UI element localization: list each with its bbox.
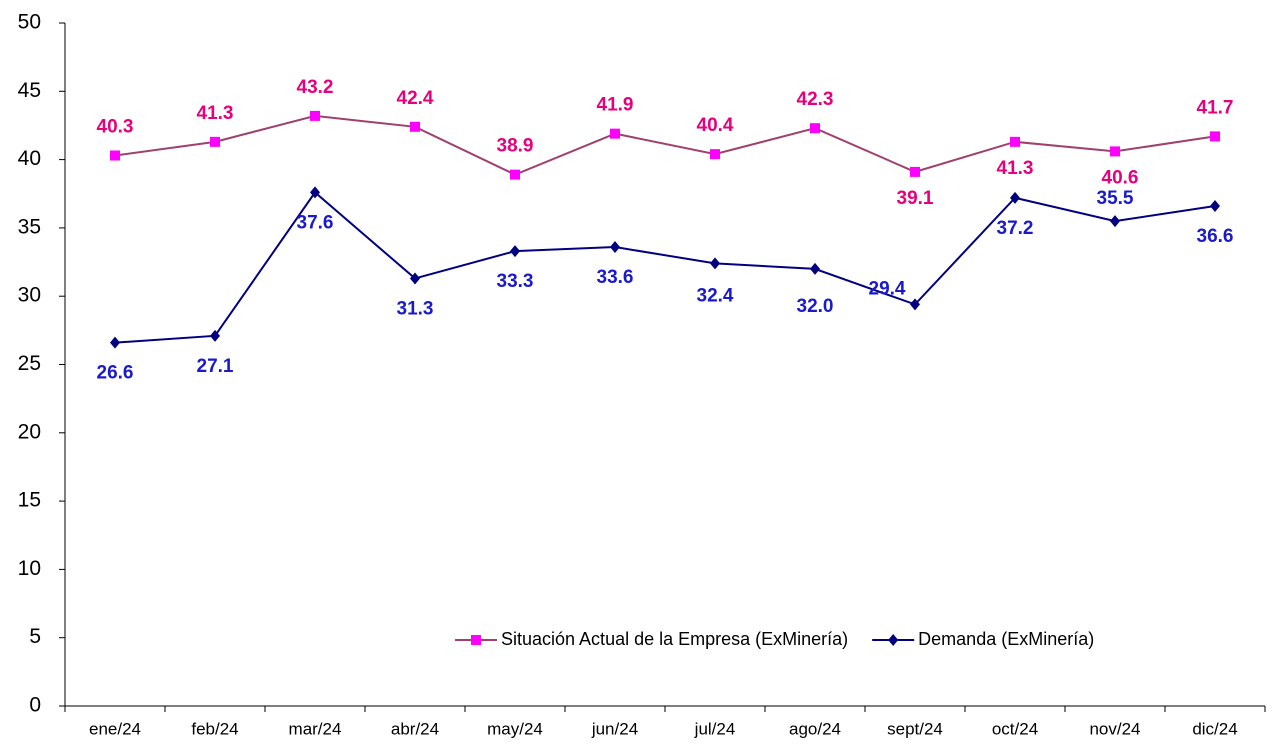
y-tick-label: 25 <box>18 352 41 375</box>
y-tick-label: 35 <box>18 215 41 238</box>
legend-label: Situación Actual de la Empresa (ExMinerí… <box>501 629 848 649</box>
point-marker <box>910 298 920 311</box>
x-tick-label: feb/24 <box>191 719 238 738</box>
point-marker <box>610 128 620 139</box>
y-tick-label: 45 <box>18 79 41 102</box>
value-label: 32.4 <box>697 285 734 306</box>
value-label: 29.4 <box>869 278 906 299</box>
point-marker <box>810 123 820 134</box>
value-label: 35.5 <box>1097 188 1134 209</box>
point-marker <box>1210 200 1220 213</box>
x-tick-label: mar/24 <box>289 719 342 738</box>
value-label: 38.9 <box>497 136 534 157</box>
point-marker <box>410 121 420 132</box>
point-marker <box>510 169 520 180</box>
point-marker <box>1110 146 1120 157</box>
value-label: 40.4 <box>697 115 734 136</box>
y-tick-label: 30 <box>18 284 41 307</box>
value-label: 26.6 <box>97 363 134 384</box>
y-tick-label: 20 <box>18 420 41 443</box>
value-label: 43.2 <box>297 77 334 98</box>
point-marker <box>810 262 820 275</box>
x-tick-label: jun/24 <box>591 719 638 738</box>
x-tick-label: dic/24 <box>1192 719 1237 738</box>
x-tick-label: ago/24 <box>789 719 841 738</box>
x-tick-label: nov/24 <box>1089 719 1140 738</box>
value-label: 31.3 <box>397 298 434 319</box>
y-tick-label: 10 <box>18 557 41 580</box>
value-label: 39.1 <box>897 188 934 209</box>
value-label: 41.3 <box>997 158 1034 179</box>
value-label: 33.3 <box>497 271 534 292</box>
y-tick-label: 0 <box>29 694 41 717</box>
point-marker <box>110 336 120 349</box>
value-label: 27.1 <box>197 356 234 377</box>
y-tick-label: 15 <box>18 489 41 512</box>
y-tick-label: 50 <box>18 11 41 34</box>
legend-label: Demanda (ExMinería) <box>918 629 1094 649</box>
point-marker <box>210 329 220 342</box>
point-marker <box>710 149 720 160</box>
point-marker <box>410 272 420 285</box>
point-marker <box>310 186 320 199</box>
value-label: 36.6 <box>1197 226 1234 247</box>
y-tick-label: 40 <box>18 147 41 170</box>
point-marker <box>210 136 220 147</box>
value-label: 42.3 <box>797 89 834 110</box>
point-marker <box>610 241 620 254</box>
value-label: 40.6 <box>1102 167 1139 188</box>
point-marker <box>310 110 320 121</box>
value-label: 40.3 <box>97 117 134 138</box>
x-tick-label: sept/24 <box>887 719 943 738</box>
point-marker <box>710 257 720 270</box>
x-tick-label: may/24 <box>487 719 543 738</box>
point-marker <box>1010 136 1020 147</box>
x-tick-label: ene/24 <box>89 719 141 738</box>
value-label: 42.4 <box>397 88 434 109</box>
point-marker <box>1210 131 1220 142</box>
value-label: 41.9 <box>597 95 634 116</box>
y-tick-label: 5 <box>29 625 41 648</box>
point-marker <box>1010 191 1020 204</box>
series-line <box>114 190 1216 344</box>
value-label: 37.6 <box>297 212 334 233</box>
x-tick-label: jul/24 <box>694 719 736 738</box>
legend-marker <box>888 634 899 646</box>
point-marker <box>1110 215 1120 228</box>
value-label: 33.6 <box>597 267 634 288</box>
point-marker <box>910 166 920 177</box>
point-marker <box>510 245 520 258</box>
legend-marker <box>471 635 481 645</box>
value-label: 37.2 <box>997 218 1034 239</box>
series-line <box>114 114 1216 176</box>
value-label: 41.3 <box>197 103 234 124</box>
value-label: 32.0 <box>797 296 834 317</box>
x-tick-label: abr/24 <box>391 719 439 738</box>
x-tick-label: oct/24 <box>992 719 1038 738</box>
point-marker <box>110 150 120 161</box>
value-label: 41.7 <box>1197 97 1234 118</box>
